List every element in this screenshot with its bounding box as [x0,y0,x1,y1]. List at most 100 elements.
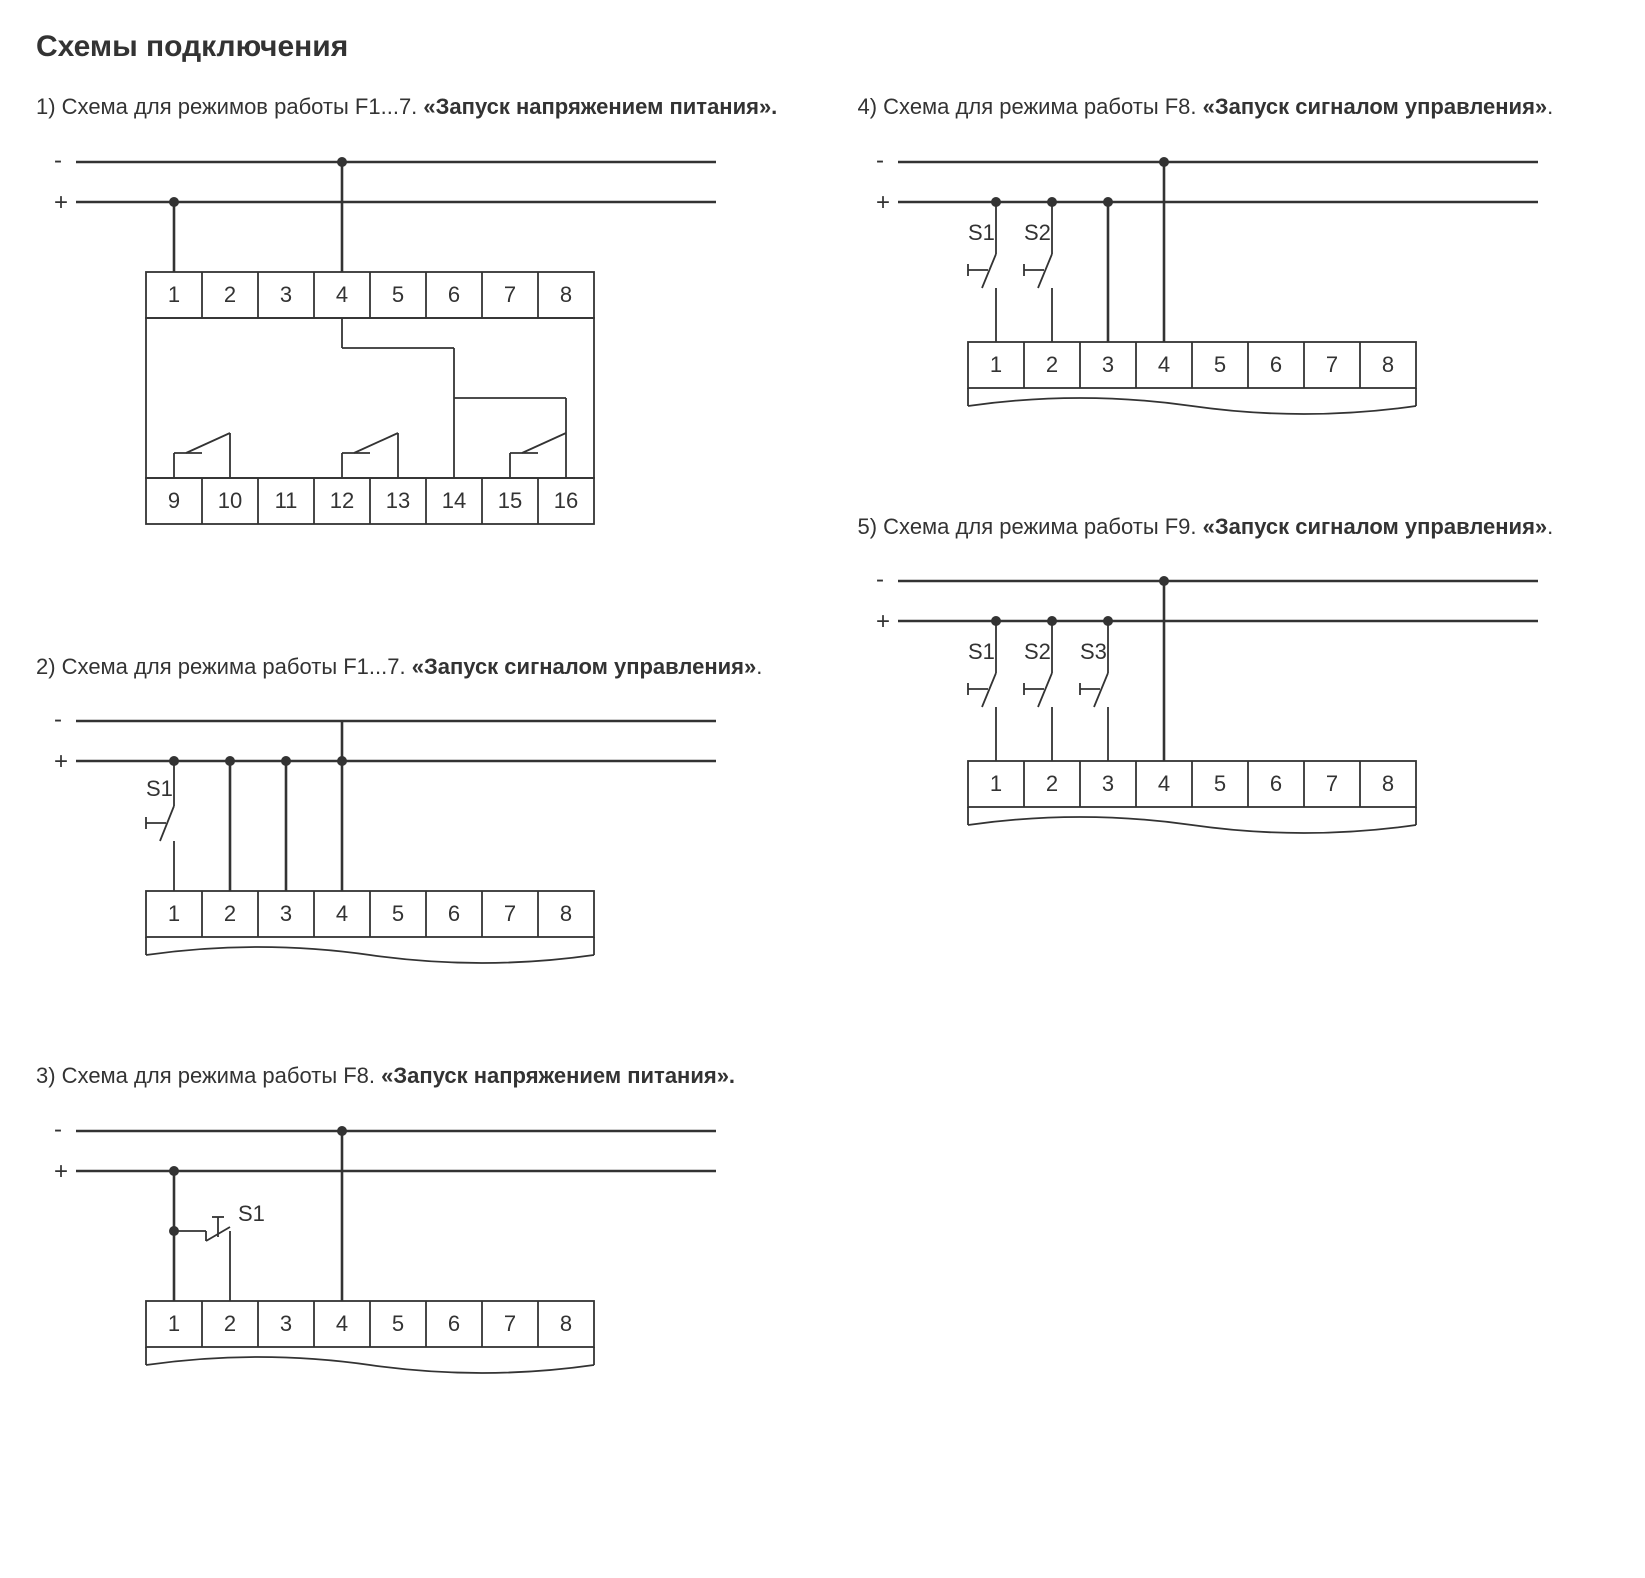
caption-bold: «Запуск сигналом управления» [1203,94,1548,119]
rail-plus-label: + [54,748,68,775]
diagram-3: 3) Схема для режима работы F8. «Запуск н… [36,1061,788,1411]
diagram-5: 5) Схема для режима работы F9. «Запуск с… [858,512,1610,872]
rail-plus-label: + [876,189,890,216]
caption-prefix: 4) Схема для режима работы F8. [858,94,1203,119]
terminal-label: 1 [168,1311,180,1336]
terminal-label: 7 [504,1311,516,1336]
caption-suffix: . [756,654,762,679]
terminal-label: 8 [560,282,572,307]
terminal-label: 1 [168,901,180,926]
diagram-1-svg: - + 4 --> [36,142,736,592]
diagram-3-caption: 3) Схема для режима работы F8. «Запуск н… [36,1061,788,1091]
diagram-3-svg: - + S1 [36,1111,736,1411]
caption-prefix: 1) Схема для режимов работы F1...7. [36,94,423,119]
relay-contact-icon [174,433,230,478]
diagram-2-caption: 2) Схема для режима работы F1...7. «Запу… [36,652,788,682]
terminal-label: 11 [275,488,298,513]
rail-plus-label: + [54,1158,68,1185]
terminal-label: 1 [989,771,1001,796]
terminal-label: 7 [504,901,516,926]
terminal-label: 2 [1045,771,1057,796]
caption-bold: «Запуск напряжением питания». [381,1063,735,1088]
caption-bold: «Запуск сигналом управления» [412,654,757,679]
terminal-label: 12 [330,488,354,513]
caption-bold: «Запуск сигналом управления» [1203,514,1548,539]
switch-label: S3 [1080,639,1107,664]
diagram-4-svg: - + S1 [858,142,1558,452]
terminal-label: 3 [1101,771,1113,796]
terminal-label: 8 [1381,352,1393,377]
caption-bold: «Запуск напряжени­ем питания». [423,94,777,119]
terminal-label: 1 [168,282,180,307]
terminal-label: 7 [1325,352,1337,377]
terminal-label: 13 [386,488,410,513]
diagram-4: 4) Схема для режима работы F8. «Запуск с… [858,92,1610,452]
diagram-2: 2) Схема для режима работы F1...7. «Запу… [36,652,788,1002]
rail-minus-label: - [876,147,884,174]
terminal-label: 3 [1101,352,1113,377]
caption-suffix: . [1547,514,1553,539]
terminal-label: 5 [1213,771,1225,796]
diagram-1: 1) Схема для режимов работы F1...7. «Зап… [36,92,788,592]
terminal-label: 3 [280,901,292,926]
terminal-label: 10 [218,488,242,513]
pushbutton-switch-icon: S1 [146,756,179,891]
terminal-label: 1 [989,352,1001,377]
terminal-label: 5 [392,1311,404,1336]
terminal-label: 8 [560,901,572,926]
pushbutton-switch-icon: S2 [1024,197,1057,342]
diagram-1-caption: 1) Схема для режимов работы F1...7. «Зап… [36,92,788,122]
diagram-4-caption: 4) Схема для режима работы F8. «Запуск с… [858,92,1610,122]
caption-prefix: 3) Схема для режима работы F8. [36,1063,381,1088]
terminal-label: 6 [448,901,460,926]
diagram-5-svg: - + S1 [858,561,1558,871]
terminal-label: 4 [336,1311,348,1336]
terminal-label: 8 [1381,771,1393,796]
terminal-label: 6 [1269,771,1281,796]
rail-minus-label: - [54,1116,62,1143]
terminal-label: 9 [168,488,180,513]
terminal-label: 3 [280,282,292,307]
right-column: 4) Схема для режима работы F8. «Запуск с… [858,92,1610,931]
caption-prefix: 5) Схема для режима работы F9. [858,514,1203,539]
terminal-label: 16 [554,488,578,513]
diagram-5-caption: 5) Схема для режима работы F9. «Запуск с… [858,512,1610,542]
switch-label: S1 [238,1201,265,1226]
switch-label: S1 [968,220,995,245]
terminal-label: 2 [224,282,236,307]
columns: 1) Схема для режимов работы F1...7. «Зап… [36,92,1609,1471]
terminal-label: 4 [1157,771,1169,796]
rail-plus-label: + [876,608,890,635]
pushbutton-switch-icon: S3 [1080,616,1113,761]
terminal-label: 2 [224,901,236,926]
terminal-label: 5 [392,282,404,307]
terminal-label: 3 [280,1311,292,1336]
terminal-label: 4 [336,282,348,307]
rail-minus-label: - [876,566,884,593]
terminal-label: 5 [1213,352,1225,377]
caption-suffix: . [1547,94,1553,119]
terminal-label: 4 [1157,352,1169,377]
terminal-label: 14 [442,488,466,513]
left-column: 1) Схема для режимов работы F1...7. «Зап… [36,92,788,1471]
switch-label: S2 [1024,639,1051,664]
terminal-label: 6 [448,282,460,307]
terminal-label: 7 [1325,771,1337,796]
terminal-label: 4 [336,901,348,926]
page-title: Схемы подключения [36,30,1609,64]
relay-contact-icon [510,398,566,478]
switch-label: S1 [968,639,995,664]
terminal-label: 6 [1269,352,1281,377]
caption-prefix: 2) Схема для режима работы F1...7. [36,654,412,679]
terminal-label: 5 [392,901,404,926]
rail-minus-label: - [54,706,62,733]
pushbutton-switch-icon: S1 [968,616,1001,761]
relay-contact-icon [342,398,454,478]
terminal-label: 15 [498,488,522,513]
terminal-label: 6 [448,1311,460,1336]
pushbutton-switch-icon: S1 [968,197,1001,342]
switch-label: S1 [146,776,173,801]
terminal-label: 2 [224,1311,236,1336]
terminal-label: 2 [1045,352,1057,377]
pushbutton-switch-icon: S1 [169,1201,265,1301]
